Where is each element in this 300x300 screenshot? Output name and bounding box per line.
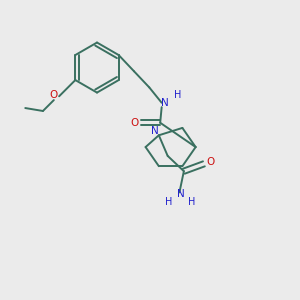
Text: H: H — [165, 197, 172, 207]
Text: O: O — [130, 118, 139, 128]
Text: N: N — [161, 98, 169, 108]
Text: O: O — [50, 90, 58, 100]
Text: O: O — [206, 158, 214, 167]
Text: N: N — [177, 189, 185, 199]
Text: H: H — [174, 90, 182, 100]
Text: H: H — [188, 197, 196, 207]
Text: N: N — [151, 126, 158, 136]
